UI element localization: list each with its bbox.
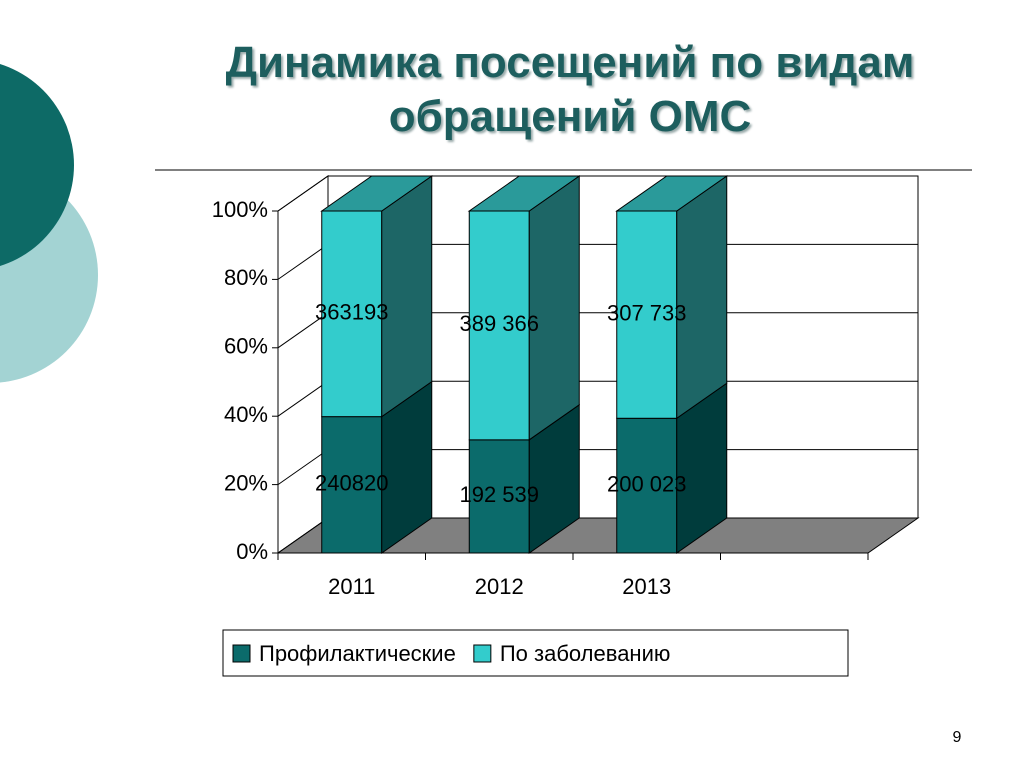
bar-front [616,210,678,419]
bar-side [676,175,728,420]
page-number: 9 [953,729,962,746]
grid-line [277,380,329,417]
grid-line [277,449,329,486]
data-label: 363193 [315,300,388,325]
legend-label: По заболеванию [500,641,671,666]
grid-line [277,312,329,349]
legend-swatch [473,644,492,663]
legend-box [222,629,849,677]
data-label: 240820 [315,471,388,496]
y-tick-label: 60% [224,334,268,359]
bar-front [321,210,383,418]
grid-line [277,517,329,554]
legend-label: Профилактические [259,641,456,666]
bar-side [528,175,580,441]
legend-swatch [232,644,251,663]
data-label: 389 366 [459,311,539,336]
y-tick-label: 80% [224,265,268,290]
bar-front [468,210,530,441]
bar-front [321,416,383,554]
bar-side [381,175,433,418]
data-label: 192 539 [459,482,539,507]
bar-top [615,175,729,212]
y-tick-label: 40% [224,402,268,427]
y-tick-label: 0% [236,539,268,564]
y-tick-label: 100% [212,197,268,222]
bar-top [467,175,581,212]
x-tick-label: 2011 [328,574,375,599]
bar-front [468,439,530,554]
y-tick-label: 20% [224,470,268,495]
bar-top [320,175,434,212]
x-tick-label: 2013 [622,574,671,599]
data-label: 200 023 [607,471,687,496]
chart-title: Динамика посещений по видам обращений ОМ… [225,38,915,141]
data-label: 307 733 [607,300,687,325]
x-tick-label: 2012 [475,574,524,599]
side-wall [277,175,329,554]
grid-line [277,243,329,280]
grid-line [277,175,329,212]
decor-circle [0,63,74,267]
bar-front [616,417,678,554]
